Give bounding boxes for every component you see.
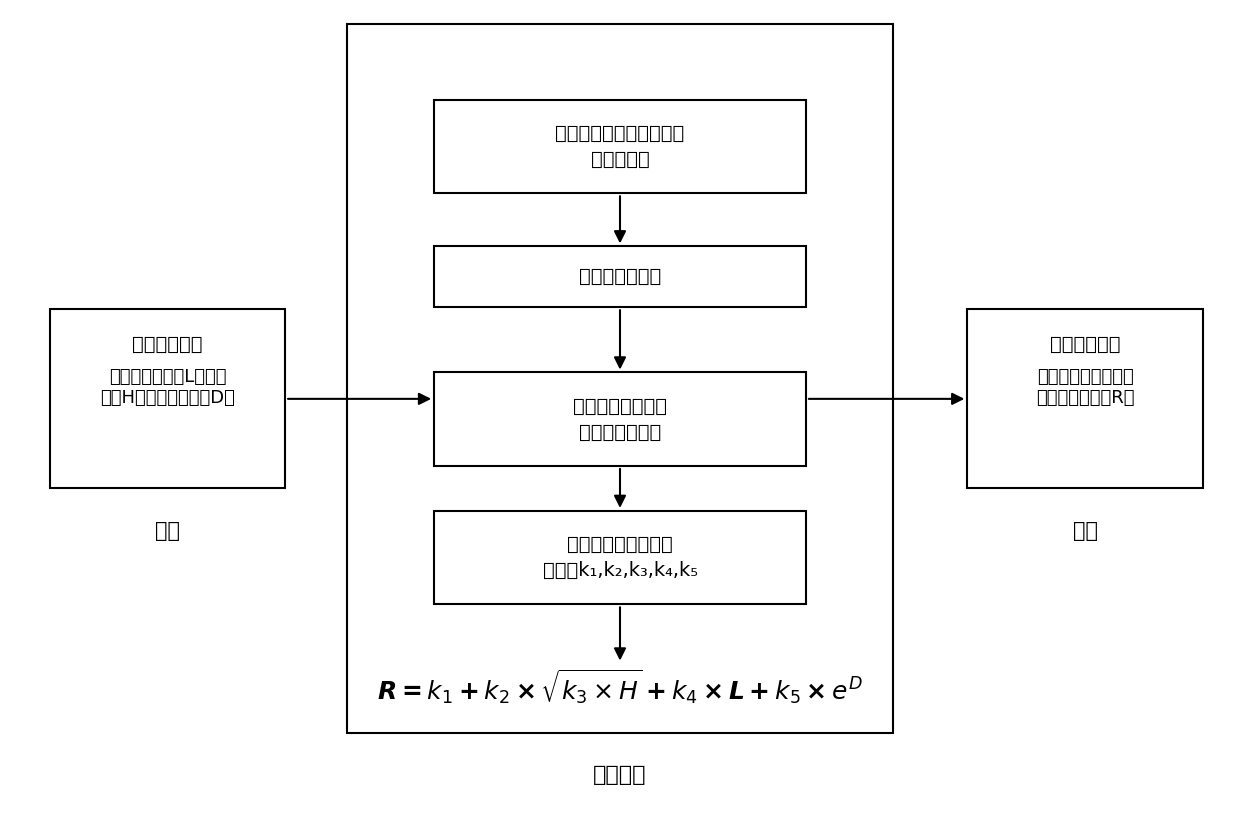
- Text: 基于信息检测理论的心理
物理学实验: 基于信息检测理论的心理 物理学实验: [556, 124, 684, 169]
- Text: 输出: 输出: [1073, 521, 1097, 541]
- Text: 纹理客观参数: 纹理客观参数: [133, 335, 202, 354]
- FancyBboxPatch shape: [434, 99, 806, 193]
- Text: （基于信息检测理论
的粗糙度量化值R）: （基于信息检测理论 的粗糙度量化值R）: [1035, 368, 1135, 407]
- Text: 非线性最小二乘法计
算权重k₁,k₂,k₃,k₄,k₅: 非线性最小二乘法计 算权重k₁,k₂,k₃,k₄,k₅: [543, 535, 697, 580]
- FancyBboxPatch shape: [434, 511, 806, 604]
- FancyBboxPatch shape: [434, 373, 806, 466]
- Text: $\boldsymbol{R = k_1 + k_2 \times \sqrt{k_3 \times H} + k_4 \times L + k_5 \time: $\boldsymbol{R = k_1 + k_2 \times \sqrt{…: [377, 668, 863, 707]
- Text: 感知模型: 感知模型: [593, 765, 647, 786]
- Text: 相关性分析确定客
观参数表达形式: 相关性分析确定客 观参数表达形式: [573, 396, 667, 442]
- Text: （纹理空间周期L、纹理
高度H、纹理颗粒大小D）: （纹理空间周期L、纹理 高度H、纹理颗粒大小D）: [100, 368, 234, 407]
- FancyBboxPatch shape: [434, 247, 806, 308]
- FancyBboxPatch shape: [347, 24, 893, 733]
- FancyBboxPatch shape: [50, 309, 285, 488]
- Text: 输入: 输入: [155, 521, 180, 541]
- FancyBboxPatch shape: [967, 309, 1203, 488]
- Text: 主观感知结果: 主观感知结果: [1050, 335, 1120, 354]
- Text: 计算辨别力指标: 计算辨别力指标: [579, 267, 661, 287]
